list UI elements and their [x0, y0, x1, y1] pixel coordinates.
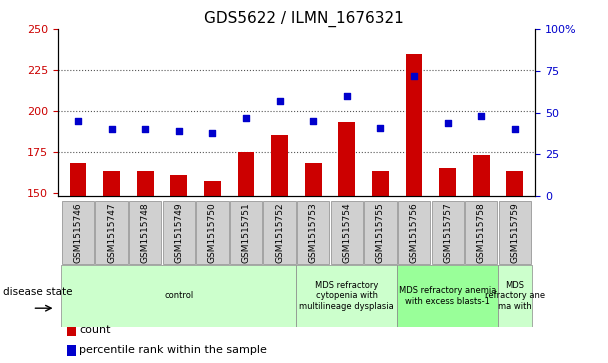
Point [106, 126, 116, 132]
Bar [204, 181, 221, 196]
Bar [305, 163, 322, 196]
FancyBboxPatch shape [296, 265, 397, 327]
Text: disease state: disease state [3, 287, 72, 297]
FancyBboxPatch shape [196, 201, 229, 264]
Text: GSM1515746: GSM1515746 [74, 202, 83, 263]
Text: GSM1515756: GSM1515756 [410, 202, 418, 263]
Point [73, 118, 83, 124]
Bar [339, 122, 355, 196]
Point [510, 126, 520, 132]
Bar [67, 345, 76, 356]
Bar [372, 171, 389, 196]
FancyBboxPatch shape [465, 201, 497, 264]
Point [140, 126, 150, 132]
FancyBboxPatch shape [129, 201, 161, 264]
Bar [103, 171, 120, 196]
Text: MDS
refractory ane
ma with: MDS refractory ane ma with [485, 281, 545, 311]
Text: GSM1515759: GSM1515759 [510, 202, 519, 263]
Point [241, 115, 251, 121]
FancyBboxPatch shape [61, 265, 296, 327]
Text: GSM1515758: GSM1515758 [477, 202, 486, 263]
FancyBboxPatch shape [331, 201, 363, 264]
FancyBboxPatch shape [498, 265, 531, 327]
Text: GSM1515752: GSM1515752 [275, 202, 284, 263]
Text: count: count [79, 325, 111, 335]
Point [376, 125, 385, 130]
Bar [439, 168, 456, 196]
Text: GSM1515749: GSM1515749 [174, 202, 183, 263]
Point [207, 130, 217, 135]
Bar [170, 175, 187, 196]
Bar [406, 54, 423, 196]
Text: GSM1515754: GSM1515754 [342, 202, 351, 263]
Bar [506, 171, 523, 196]
Bar [69, 163, 86, 196]
Text: GDS5622 / ILMN_1676321: GDS5622 / ILMN_1676321 [204, 11, 404, 27]
Text: GSM1515747: GSM1515747 [107, 202, 116, 263]
FancyBboxPatch shape [162, 201, 195, 264]
FancyBboxPatch shape [397, 265, 498, 327]
FancyBboxPatch shape [95, 201, 128, 264]
Bar [238, 152, 254, 196]
Text: percentile rank within the sample: percentile rank within the sample [79, 345, 267, 355]
Point [308, 118, 318, 124]
Point [174, 128, 184, 134]
Text: GSM1515751: GSM1515751 [241, 202, 250, 263]
Point [342, 93, 351, 99]
Point [409, 73, 419, 79]
Text: GSM1515750: GSM1515750 [208, 202, 217, 263]
Bar [473, 155, 489, 196]
FancyBboxPatch shape [432, 201, 464, 264]
FancyBboxPatch shape [499, 201, 531, 264]
Point [275, 98, 285, 104]
Text: control: control [164, 291, 193, 300]
FancyBboxPatch shape [263, 201, 295, 264]
Text: GSM1515755: GSM1515755 [376, 202, 385, 263]
FancyBboxPatch shape [62, 201, 94, 264]
Point [443, 120, 452, 126]
Text: MDS refractory
cytopenia with
multilineage dysplasia: MDS refractory cytopenia with multilinea… [300, 281, 394, 311]
FancyBboxPatch shape [364, 201, 396, 264]
Bar [67, 325, 76, 336]
Bar [271, 135, 288, 196]
FancyBboxPatch shape [398, 201, 430, 264]
Text: GSM1515748: GSM1515748 [140, 202, 150, 263]
Bar [137, 171, 154, 196]
FancyBboxPatch shape [230, 201, 262, 264]
Point [477, 113, 486, 119]
Text: GSM1515753: GSM1515753 [309, 202, 318, 263]
Text: MDS refractory anemia
with excess blasts-1: MDS refractory anemia with excess blasts… [399, 286, 496, 306]
Text: GSM1515757: GSM1515757 [443, 202, 452, 263]
FancyBboxPatch shape [297, 201, 330, 264]
